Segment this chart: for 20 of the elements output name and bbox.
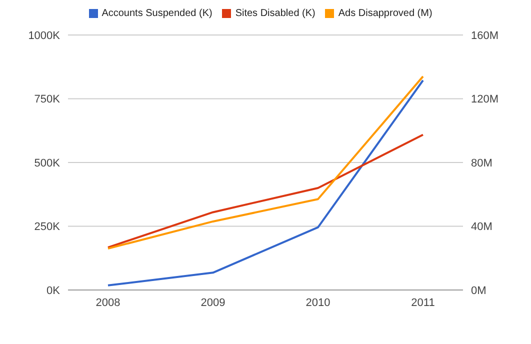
y-tick-label: 750K <box>34 94 61 106</box>
legend-label: Sites Disabled (K) <box>235 8 316 19</box>
x-tick-label: 2010 <box>306 296 330 309</box>
y2-tick-label: 80M <box>471 157 492 170</box>
y2-tick-label: 0M <box>471 284 486 297</box>
legend-label: Ads Disapproved (M) <box>338 8 432 19</box>
x-tick-label: 2011 <box>411 296 435 309</box>
line-series <box>107 75 424 250</box>
y2-tick-label: 120M <box>471 94 499 106</box>
line-series <box>107 79 424 286</box>
y2-tick-label: 160M <box>471 30 499 42</box>
y-tick-label: 250K <box>34 221 61 234</box>
y-tick-label: 1000K <box>28 30 61 42</box>
x-tick-label: 2009 <box>200 296 226 309</box>
y-tick-label: 500K <box>34 157 61 170</box>
line-series <box>107 134 424 248</box>
y-tick-label: 0K <box>46 284 61 297</box>
legend-label: Accounts Suspended (K) <box>102 8 212 19</box>
y2-tick-label: 40M <box>471 221 492 234</box>
x-tick-label: 2008 <box>96 296 120 309</box>
